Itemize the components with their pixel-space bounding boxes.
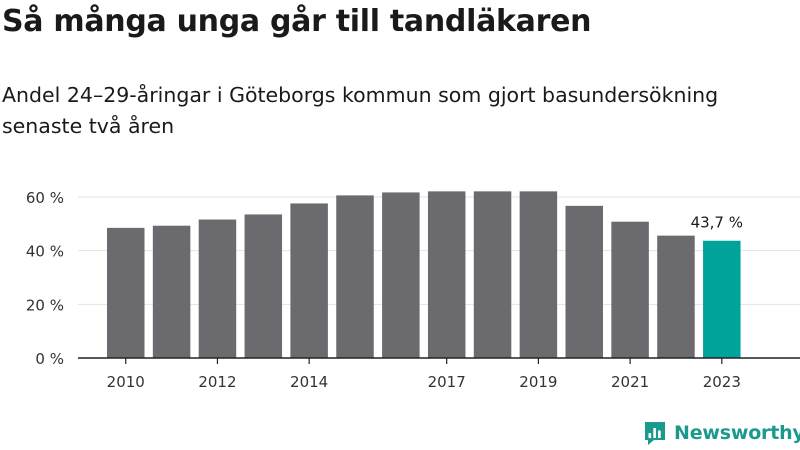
bar-2016 bbox=[382, 192, 420, 358]
bar-2018 bbox=[473, 191, 512, 358]
brand-name: Newsworthy bbox=[674, 422, 800, 444]
x-tick-label: 2012 bbox=[198, 373, 236, 391]
x-tick-label: 2023 bbox=[703, 373, 741, 391]
data-label: 43,7 % bbox=[691, 214, 743, 232]
bars bbox=[107, 191, 741, 358]
y-axis-labels: 0 % 20 % 40 % 60 % bbox=[26, 189, 64, 368]
x-tick-label: 2017 bbox=[428, 373, 466, 391]
x-tick-label: 2019 bbox=[519, 373, 557, 391]
bar-2021 bbox=[611, 221, 649, 358]
bar-2020 bbox=[565, 205, 603, 358]
y-tick-label: 20 % bbox=[26, 296, 64, 314]
chart-subtitle: Andel 24–29-åringar i Göteborgs kommun s… bbox=[2, 83, 719, 138]
x-tick-label: 2014 bbox=[290, 373, 328, 391]
bar-2013 bbox=[244, 214, 283, 358]
newsworthy-logo-icon bbox=[645, 422, 665, 445]
bar-2019 bbox=[519, 191, 558, 358]
x-tick-label: 2010 bbox=[107, 373, 145, 391]
bar-2010 bbox=[107, 227, 145, 358]
brand-logo: Newsworthy bbox=[643, 418, 800, 448]
bar-2011 bbox=[152, 225, 191, 358]
bar-2017 bbox=[427, 191, 466, 358]
bar-2015 bbox=[336, 195, 374, 358]
data-labels: 43,7 % bbox=[691, 214, 743, 232]
y-tick-label: 40 % bbox=[26, 243, 64, 261]
y-tick-label: 60 % bbox=[26, 189, 64, 207]
x-axis-ticks: 2010 2012 2014 2017 2019 2021 2023 bbox=[107, 358, 741, 391]
bar-2022 bbox=[657, 235, 695, 358]
bar-2014 bbox=[290, 203, 328, 358]
bar-2023 bbox=[703, 240, 741, 358]
x-tick-label: 2021 bbox=[611, 373, 649, 391]
chart-title: Så många unga går till tandläkaren bbox=[2, 4, 592, 39]
bar-2012 bbox=[198, 219, 237, 358]
y-tick-label: 0 % bbox=[35, 350, 64, 368]
